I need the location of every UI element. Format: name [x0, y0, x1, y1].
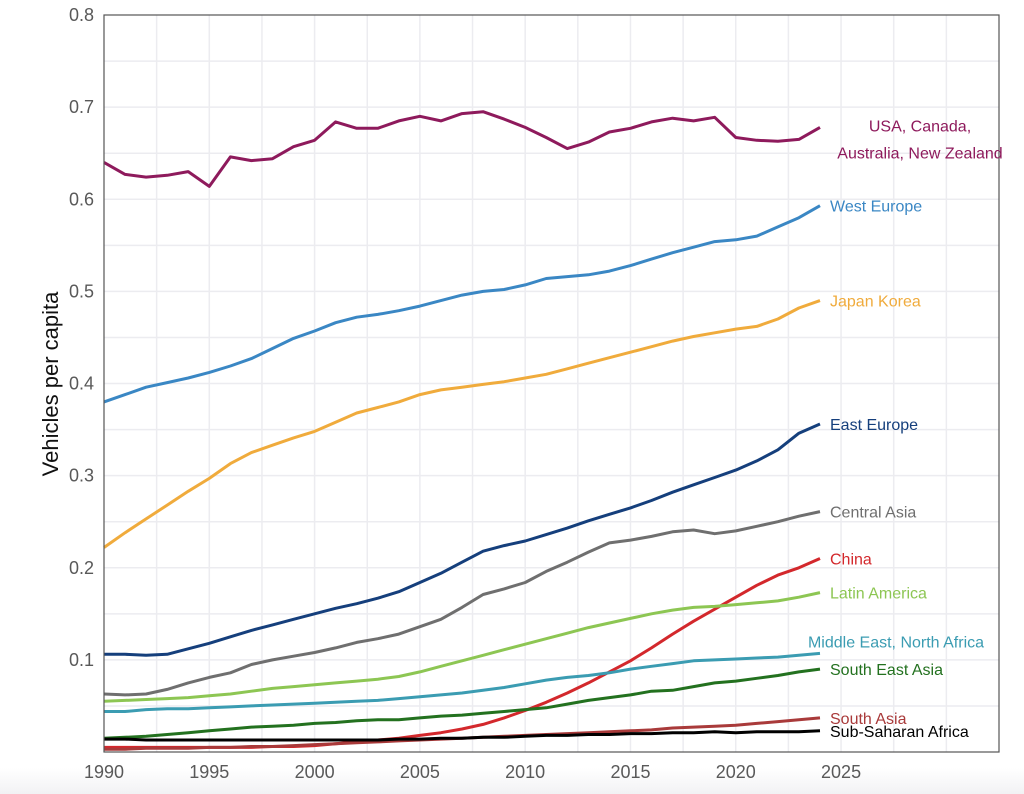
- series-line-east-europe: [104, 422, 821, 657]
- y-tick-label: 0.1: [69, 650, 94, 670]
- x-tick-label: 2010: [505, 762, 545, 782]
- y-tick-label: 0.6: [69, 189, 94, 209]
- y-tick-label: 0.7: [69, 97, 94, 117]
- series-line-japan-korea: [103, 299, 821, 549]
- y-tick-label: 0.5: [69, 281, 94, 301]
- series-labels: USA, Canada, Australia, New Zealand West E…: [808, 118, 1003, 740]
- series-lines: [103, 110, 821, 751]
- series-label-west-europe: West Europe: [830, 199, 922, 216]
- series-line-south-east-asia: [103, 667, 821, 740]
- page-footer-band: [0, 768, 1024, 794]
- x-axis-ticks: 1990 1995 2000 2005 2010 2015 2020 2025: [84, 762, 861, 782]
- x-tick-label: 2000: [295, 762, 335, 782]
- x-tick-label: 1995: [189, 762, 229, 782]
- y-tick-label: 0.3: [69, 466, 94, 486]
- y-axis-ticks: 0.1 0.2 0.3 0.4 0.5 0.6 0.7 0.8: [69, 5, 94, 670]
- y-tick-label: 0.2: [69, 558, 94, 578]
- series-line-usa-canada-australia-new-zealand: [103, 110, 821, 188]
- series-label-central-asia: Central Asia: [830, 505, 916, 522]
- series-label-usa-canada-australia-new-zealand: USA, Canada,: [869, 118, 971, 135]
- series-label-south-asia: South Asia: [830, 711, 907, 728]
- series-label-usa-canada-australia-new-zealand: Australia, New Zealand: [837, 145, 1002, 162]
- y-tick-label: 0.8: [69, 5, 94, 25]
- series-label-china: China: [830, 552, 872, 569]
- plot-frame: [103, 14, 1000, 753]
- series-line-west-europe: [103, 204, 821, 404]
- series-line-sub-saharan-africa: [104, 729, 821, 742]
- x-tick-label: 1990: [84, 762, 124, 782]
- x-tick-label: 2020: [716, 762, 756, 782]
- series-label-japan-korea: Japan Korea: [830, 294, 921, 311]
- series-label-east-europe: East Europe: [830, 417, 918, 434]
- y-axis-label: Vehicles per capita: [38, 291, 63, 476]
- x-tick-label: 2005: [400, 762, 440, 782]
- series-label-sub-saharan-africa: Sub-Saharan Africa: [830, 724, 969, 741]
- series-line-china: [104, 557, 821, 749]
- series-label-latin-america: Latin America: [830, 586, 927, 603]
- series-line-latin-america: [103, 591, 821, 703]
- x-tick-label: 2025: [821, 762, 861, 782]
- series-label-south-east-asia: South East Asia: [830, 662, 943, 679]
- series-line-central-asia: [103, 510, 821, 697]
- series-line-middle-east-north-africa: [104, 651, 821, 713]
- series-line-south-asia: [104, 716, 821, 751]
- series-label-middle-east-north-africa: Middle East, North Africa: [808, 634, 984, 651]
- y-tick-label: 0.4: [69, 374, 94, 394]
- x-tick-label: 2015: [610, 762, 650, 782]
